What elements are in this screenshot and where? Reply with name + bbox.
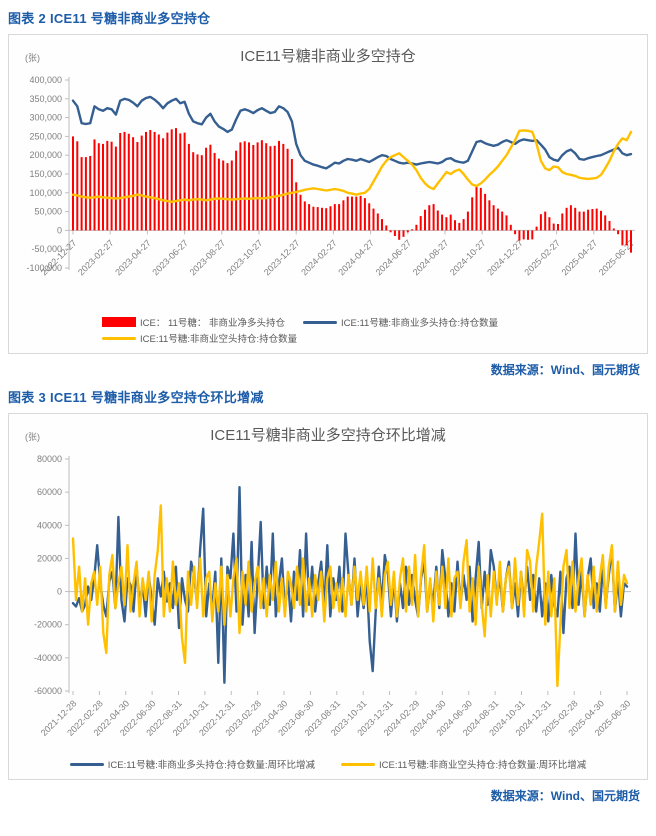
legend-label-short-positions: ICE:11号糖:非商业空头持仓:持仓数量 [140, 334, 298, 345]
svg-text:2025-04-27: 2025-04-27 [560, 238, 600, 278]
svg-text:0: 0 [57, 587, 62, 597]
svg-text:20000: 20000 [37, 553, 62, 563]
legend-item-long-wow-change: ICE:11号糖:非商业多头持仓:持仓数量:周环比增减 [69, 757, 315, 771]
svg-text:150,000: 150,000 [29, 169, 62, 179]
chart3-legend-row: ICE:11号糖:非商业多头持仓:持仓数量:周环比增减 ICE:11号糖:非商业… [11, 757, 645, 771]
svg-text:2023-02-27: 2023-02-27 [76, 238, 116, 278]
svg-text:40000: 40000 [37, 520, 62, 530]
chart2-plot-area: 400,000 350,000 300,000 250,000 200,000 150,0… [26, 75, 636, 278]
svg-text:200,000: 200,000 [29, 150, 62, 160]
svg-text:2023-04-27: 2023-04-27 [113, 238, 153, 278]
chart3-legend: ICE:11号糖:非商业多头持仓:持仓数量:周环比增减 ICE:11号糖:非商业… [11, 757, 645, 771]
svg-text:60000: 60000 [37, 487, 62, 497]
svg-text:2025-02-27: 2025-02-27 [522, 238, 562, 278]
chart2-legend: ICE： 11号糖： 非商业净多头持仓 ICE:11号糖:非商业多头持仓:持仓数… [102, 315, 554, 345]
svg-text:2023-08-27: 2023-08-27 [188, 238, 228, 278]
legend-label-long-wow-change: ICE:11号糖:非商业多头持仓:持仓数量:周环比增减 [107, 760, 315, 771]
figure3-header: 图表 3 ICE11 号糖非商业多空持仓环比增减 [8, 390, 264, 405]
svg-text:2023-06-27: 2023-06-27 [150, 238, 190, 278]
chart2-legend-row-2: ICE:11号糖:非商业空头持仓:持仓数量 [102, 331, 554, 345]
figure2-header: 图表 2 ICE11 号糖非商业多空持仓 [8, 11, 211, 26]
legend-item-net-long: ICE： 11号糖： 非商业净多头持仓 [102, 315, 285, 329]
chart3-unit-label: (张) [25, 432, 40, 442]
svg-text:300,000: 300,000 [29, 113, 62, 123]
svg-text:2024-08-27: 2024-08-27 [411, 238, 451, 278]
figure2-source: 数据来源：Wind、国元期货 [490, 363, 640, 377]
chart2-title: ICE11号糖非商业多空持仓 [240, 48, 416, 65]
svg-text:2024-06-27: 2024-06-27 [374, 238, 414, 278]
svg-text:0: 0 [57, 225, 62, 235]
svg-text:2023-12-27: 2023-12-27 [262, 238, 302, 278]
svg-text:400,000: 400,000 [29, 75, 62, 85]
svg-text:-20000: -20000 [34, 620, 62, 630]
blue-line-swatch-icon [69, 762, 104, 766]
legend-item-short-positions: ICE:11号糖:非商业空头持仓:持仓数量 [102, 331, 297, 345]
svg-text:2024-04-27: 2024-04-27 [336, 238, 376, 278]
svg-text:2024-02-27: 2024-02-27 [299, 238, 339, 278]
svg-text:2023-10-27: 2023-10-27 [225, 238, 265, 278]
legend-item-short-wow-change: ICE:11号糖:非商业空头持仓:持仓数量:周环比增减 [341, 757, 586, 771]
yellow-line-swatch-icon [341, 762, 375, 766]
chart3-title: ICE11号糖非商业多空持仓环比增减 [210, 427, 446, 444]
svg-text:100,000: 100,000 [29, 188, 62, 198]
svg-text:-50,000: -50,000 [31, 244, 62, 254]
blue-line-swatch-icon [302, 320, 337, 324]
svg-text:-100,000: -100,000 [26, 263, 62, 273]
red-bar-swatch-icon [102, 317, 136, 327]
svg-text:-40000: -40000 [34, 653, 62, 663]
report-page: 图表 2 ICE11 号糖非商业多空持仓 ICE11号糖非商业多空持仓 (张) … [8, 11, 648, 803]
figure2-chart-box: ICE11号糖非商业多空持仓 (张) 400,000 350,000 300,000… [8, 34, 648, 354]
yellow-line-swatch-icon [102, 336, 136, 340]
svg-text:2024-12-27: 2024-12-27 [485, 238, 525, 278]
svg-text:2024-10-27: 2024-10-27 [448, 238, 488, 278]
legend-label-long-positions: ICE:11号糖:非商业多头持仓:持仓数量 [340, 318, 499, 329]
svg-text:50,000: 50,000 [34, 207, 62, 217]
legend-label-net-long: ICE： 11号糖： 非商业净多头持仓 [140, 318, 285, 329]
svg-text:350,000: 350,000 [29, 94, 62, 104]
chart2-unit-label: (张) [25, 53, 40, 63]
svg-text:-60000: -60000 [34, 686, 62, 696]
legend-item-long-positions: ICE:11号糖:非商业多头持仓:持仓数量 [302, 315, 499, 329]
svg-text:250,000: 250,000 [29, 131, 62, 141]
chart3-plot-area: 800006000040000200000-20000-40000-600002… [34, 454, 632, 738]
figure3-source: 数据来源：Wind、国元期货 [490, 789, 640, 803]
figure3-chart-box: ICE11号糖非商业多空持仓环比增减 (张) 80000 60000 40000 20… [8, 413, 648, 780]
legend-label-short-wow-change: ICE:11号糖:非商业空头持仓:持仓数量:周环比增减 [379, 760, 587, 771]
svg-text:80000: 80000 [37, 454, 62, 464]
chart2-legend-row-1: ICE： 11号糖： 非商业净多头持仓 ICE:11号糖:非商业多头持仓:持仓数… [102, 315, 554, 329]
